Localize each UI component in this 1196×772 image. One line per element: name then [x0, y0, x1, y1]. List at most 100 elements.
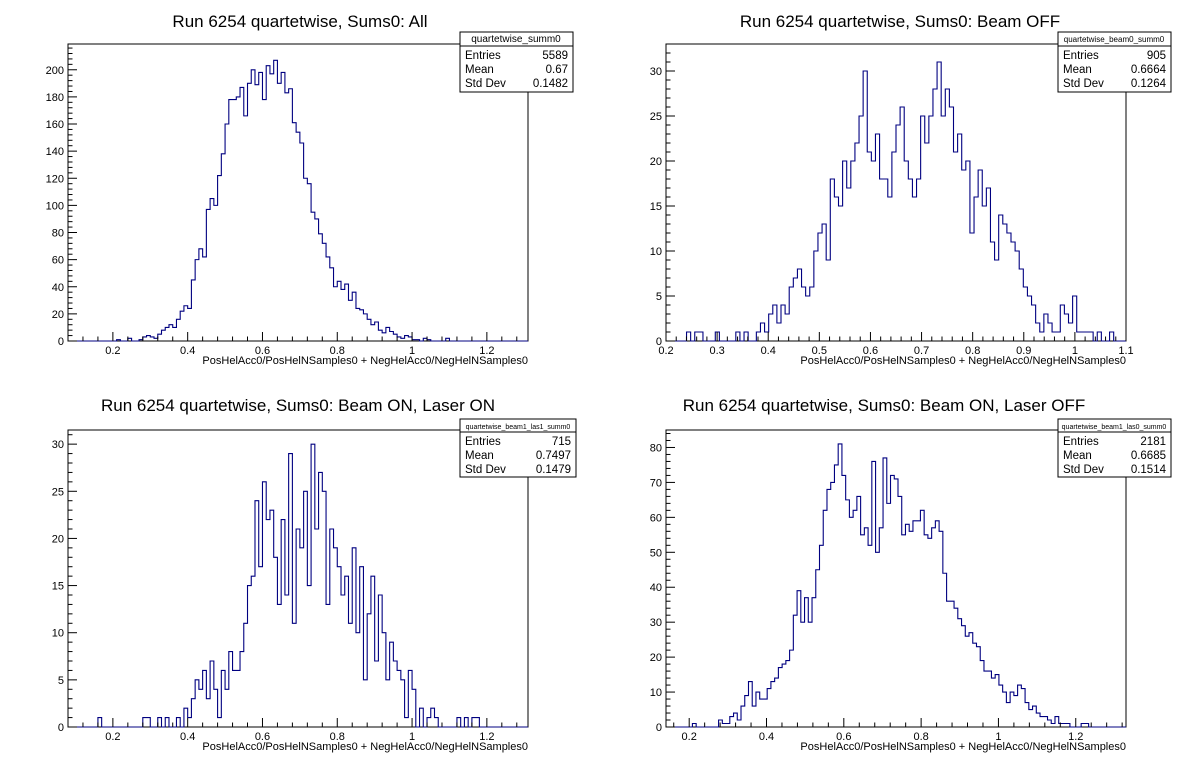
- y-tick-label: 5: [58, 675, 64, 687]
- x-tick-label: 1.2: [1068, 731, 1083, 743]
- x-tick-label: 0.9: [1016, 345, 1031, 357]
- stats-mean-value: 0.6685: [1131, 450, 1166, 462]
- stats-entries-label: Entries: [1063, 50, 1099, 62]
- y-tick-label: 30: [650, 66, 662, 78]
- panel-beam-on-laser-on: Run 6254 quartetwise, Sums0: Beam ON, La…: [52, 396, 577, 753]
- histogram-area: [67, 434, 528, 728]
- x-tick-label: 0.4: [180, 345, 195, 357]
- y-tick-label: 40: [650, 582, 662, 594]
- x-axis-label: PosHelAcc0/PosHelNSamples0 + NegHelAcc0/…: [800, 741, 1126, 753]
- x-tick-label: 1.2: [479, 731, 494, 743]
- stats-box-frame: [1057, 418, 1172, 478]
- x-axis-label: PosHelAcc0/PosHelNSamples0 + NegHelAcc0/…: [800, 355, 1126, 367]
- stats-box: quartetwise_summ0 Entries 5589 Mean 0.67…: [459, 31, 574, 93]
- histogram-area: [665, 43, 1127, 342]
- x-tick-label: 0.3: [709, 345, 724, 357]
- stats-mean-label: Mean: [465, 450, 494, 462]
- x-tick-label: 1: [409, 731, 415, 743]
- y-tick-label: 160: [46, 119, 64, 131]
- stats-box-frame: [459, 418, 577, 478]
- stats-stddev-value: 0.1264: [1131, 78, 1167, 90]
- stats-mean-label: Mean: [1063, 450, 1092, 462]
- stats-stddev-label: Std Dev: [465, 78, 506, 90]
- stats-stddev-label: Std Dev: [1063, 78, 1104, 90]
- stats-box: quartetwise_beam0_summ0 Entries 905 Mean…: [1057, 31, 1172, 93]
- stats-mean-value: 0.6664: [1131, 64, 1167, 76]
- y-tick-label: 60: [650, 512, 662, 524]
- x-tick-label: 1.2: [479, 345, 494, 357]
- x-axis-label: PosHelAcc0/PosHelNSamples0 + NegHelAcc0/…: [202, 741, 528, 753]
- stats-mean-value: 0.67: [546, 64, 568, 76]
- y-tick-label: 20: [52, 309, 64, 321]
- x-tick-label: 0.8: [330, 731, 345, 743]
- stats-box: quartetwise_beam1_las0_summ0 Entries 218…: [1057, 418, 1172, 478]
- stats-name: quartetwise_beam1_las0_summ0: [1062, 424, 1167, 431]
- stats-box-frame: [1057, 31, 1172, 93]
- x-tick-label: 0.6: [255, 345, 270, 357]
- stats-entries-label: Entries: [465, 436, 501, 448]
- panel-beam-on-laser-off: Run 6254 quartetwise, Sums0: Beam ON, La…: [650, 396, 1172, 753]
- plot-frame: [665, 429, 1127, 728]
- x-tick-label: 0.5: [812, 345, 827, 357]
- histogram-line: [673, 443, 1126, 728]
- stats-box: quartetwise_beam1_las1_summ0 Entries 715…: [459, 418, 577, 478]
- stats-stddev-value: 0.1479: [536, 464, 571, 476]
- stats-mean-label: Mean: [1063, 64, 1092, 76]
- panel-title: Run 6254 quartetwise, Sums0: Beam ON, La…: [101, 396, 495, 415]
- panel-all: Run 6254 quartetwise, Sums0: All PosHelA…: [46, 12, 574, 367]
- x-tick-label: 1: [995, 731, 1001, 743]
- y-tick-label: 20: [52, 533, 64, 545]
- x-tick-label: 0.6: [255, 731, 270, 743]
- histogram-area: [666, 432, 1126, 728]
- x-tick-label: 0.2: [658, 345, 673, 357]
- x-tick-label: 1: [409, 345, 415, 357]
- plot-frame: [67, 43, 529, 342]
- y-tick-label: 200: [46, 65, 64, 77]
- x-axis-label: PosHelAcc0/PosHelNSamples0 + NegHelAcc0/…: [202, 355, 528, 367]
- stats-entries-label: Entries: [465, 50, 501, 62]
- x-tick-label: 0.8: [330, 345, 345, 357]
- x-tick-label: 0.4: [759, 731, 774, 743]
- y-tick-label: 30: [52, 439, 64, 451]
- y-tick-label: 15: [650, 201, 662, 213]
- y-tick-label: 70: [650, 477, 662, 489]
- stats-name: quartetwise_beam0_summ0: [1064, 35, 1165, 44]
- y-tick-label: 0: [58, 336, 64, 348]
- panel-title: Run 6254 quartetwise, Sums0: All: [172, 12, 427, 31]
- y-tick-label: 0: [58, 722, 64, 734]
- x-tick-label: 0.2: [105, 345, 120, 357]
- y-tick-label: 30: [650, 617, 662, 629]
- y-tick-label: 25: [650, 111, 662, 123]
- y-tick-label: 20: [650, 652, 662, 664]
- stats-name: quartetwise_beam1_las1_summ0: [466, 424, 571, 431]
- stats-entries-value: 2181: [1140, 436, 1166, 448]
- y-tick-label: 140: [46, 146, 64, 158]
- y-tick-label: 25: [52, 486, 64, 498]
- y-tick-label: 0: [656, 722, 662, 734]
- y-tick-label: 10: [650, 246, 662, 258]
- stats-stddev-value: 0.1514: [1131, 464, 1167, 476]
- stats-mean-label: Mean: [465, 64, 494, 76]
- y-tick-label: 10: [52, 628, 64, 640]
- y-tick-label: 20: [650, 156, 662, 168]
- x-tick-label: 1: [1072, 345, 1078, 357]
- x-tick-label: 0.2: [682, 731, 697, 743]
- stats-entries-value: 905: [1147, 50, 1166, 62]
- y-tick-label: 10: [650, 687, 662, 699]
- plot-frame: [665, 43, 1127, 342]
- stats-entries-value: 5589: [542, 50, 568, 62]
- x-tick-label: 0.8: [913, 731, 928, 743]
- x-tick-label: 0.7: [914, 345, 929, 357]
- y-tick-label: 60: [52, 255, 64, 267]
- panel-title: Run 6254 quartetwise, Sums0: Beam ON, La…: [683, 396, 1086, 415]
- y-tick-label: 120: [46, 173, 64, 185]
- x-tick-label: 1.1: [1118, 345, 1133, 357]
- stats-box-frame: [459, 31, 574, 93]
- stats-name: quartetwise_summ0: [471, 34, 561, 45]
- x-tick-label: 0.4: [180, 731, 195, 743]
- histogram-line: [75, 59, 528, 342]
- histogram-line: [666, 61, 1126, 342]
- histogram-line: [75, 443, 528, 728]
- y-tick-label: 40: [52, 282, 64, 294]
